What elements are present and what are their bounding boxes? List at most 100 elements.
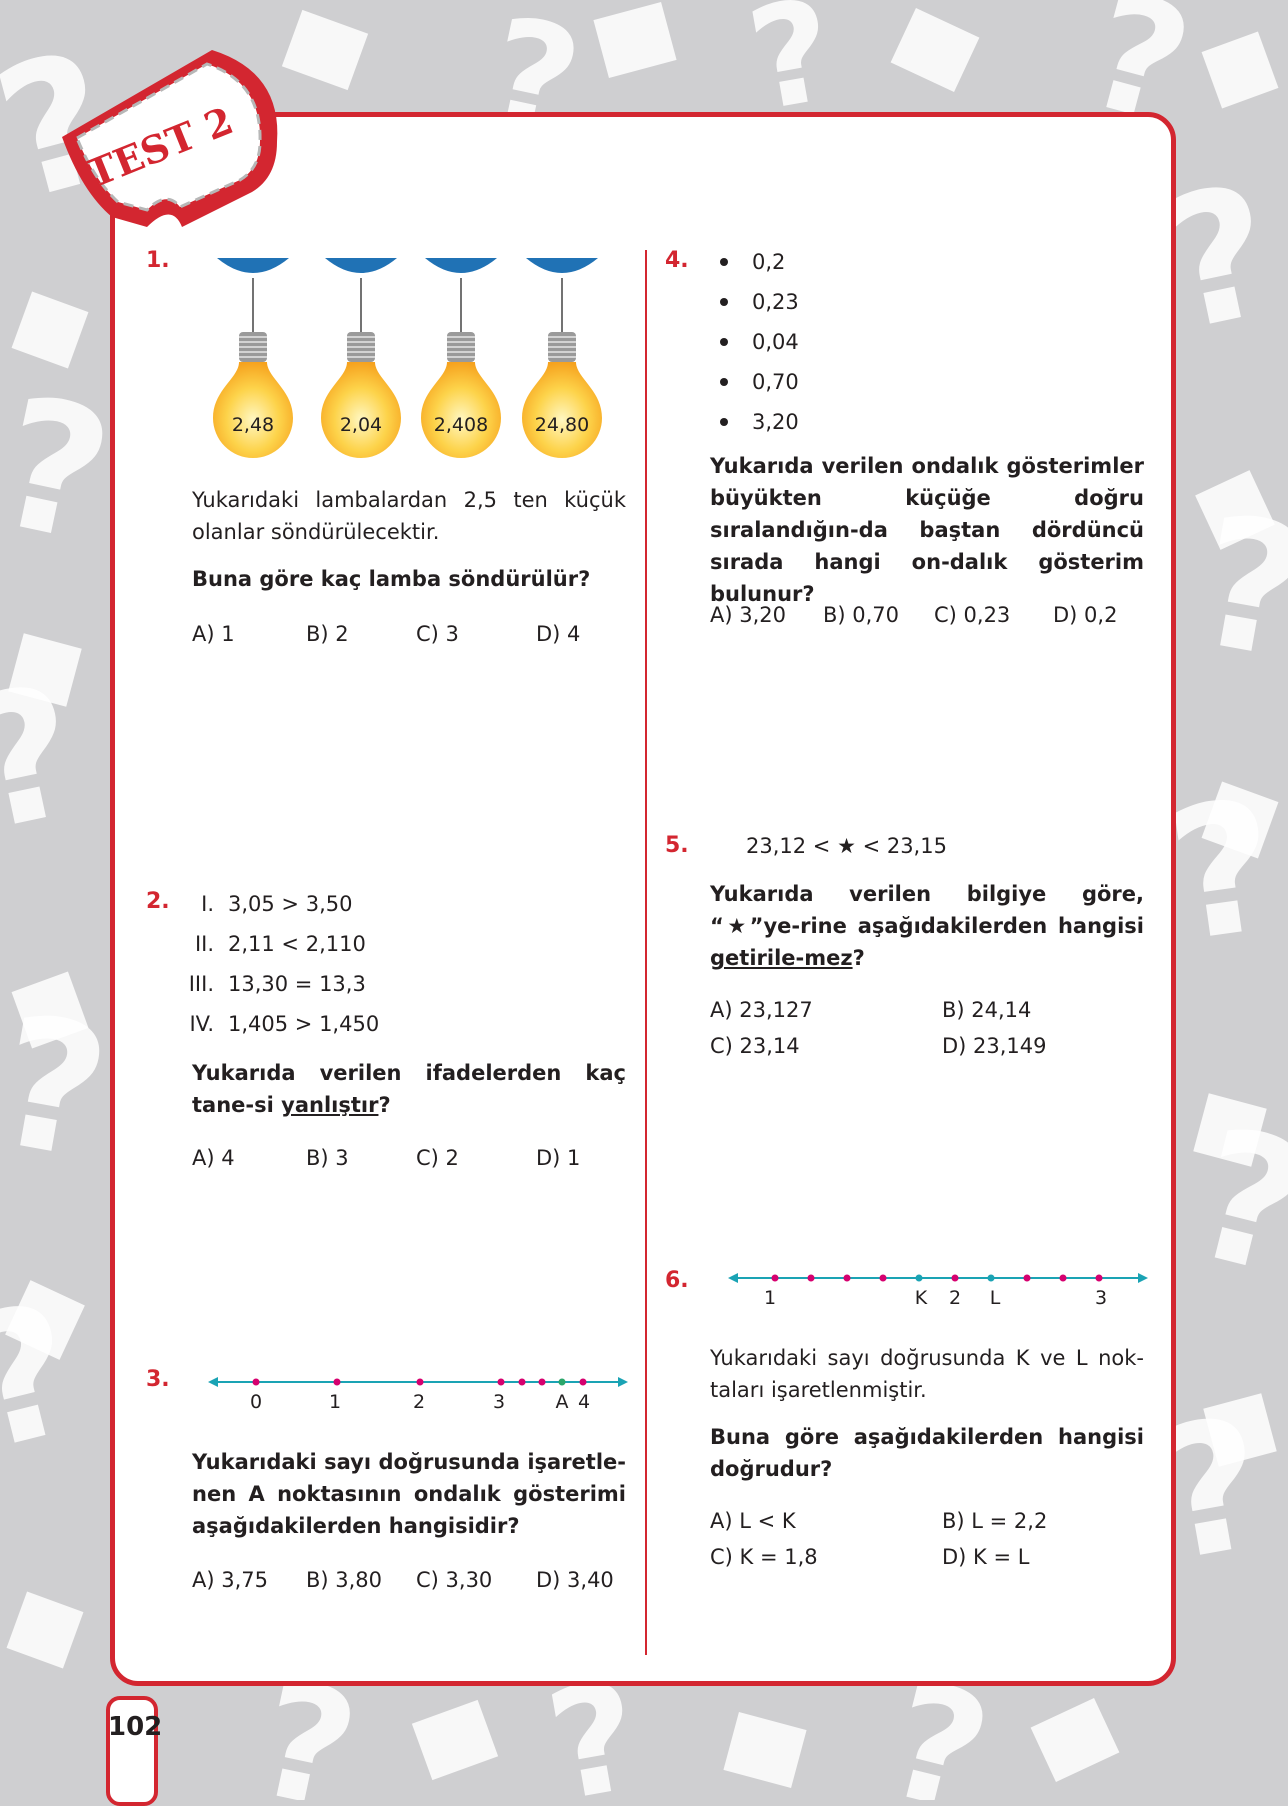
q6-text: Yukarıdaki sayı doğrusunda K ve L nok-ta… [710, 1346, 1144, 1402]
line-label: 1 [764, 1287, 776, 1309]
svg-text:?: ? [0, 358, 127, 584]
list-item-text: 0,70 [752, 370, 799, 394]
q5-number: 5. [665, 833, 689, 858]
line-label: 0 [250, 1391, 262, 1413]
bulb-glass [321, 362, 401, 458]
tick-point [1059, 1274, 1067, 1282]
roman-numeral: III. [188, 972, 214, 996]
option-a[interactable]: A) 3,75 [192, 1568, 268, 1592]
bullet-icon [720, 378, 728, 386]
option-d[interactable]: D) K = L [942, 1545, 1030, 1569]
q1-bulbs-figure: 2,48 2,04 2,408 24,80 [213, 258, 602, 458]
option-a[interactable]: A) 1 [192, 622, 235, 646]
q3-number-line: 0 1 2 3 A 4 [208, 1377, 628, 1413]
line-label: A [556, 1391, 569, 1413]
q3-question: Yukarıdaki sayı doğrusunda işaretle-nen … [192, 1450, 626, 1538]
bulb-label: 24,80 [535, 414, 589, 436]
option-a[interactable]: A) 23,127 [710, 998, 813, 1022]
point-k [915, 1274, 923, 1282]
tick-point [579, 1378, 587, 1386]
tick-point [1095, 1274, 1103, 1282]
roman-numeral: I. [201, 892, 214, 916]
option-d[interactable]: D) 0,2 [1053, 603, 1118, 627]
statement-row: IV. 1,405 > 1,450 [172, 1004, 379, 1044]
q1-options: A) 1 B) 2 C) 3 D) 4 [192, 622, 580, 646]
option-b[interactable]: B) 2 [306, 622, 349, 646]
statement-row: I. 3,05 > 3,50 [172, 884, 379, 924]
q2-question: Yukarıda verilen ifadelerden kaç tane-si… [192, 1057, 626, 1121]
tick-point [807, 1274, 815, 1282]
option-c[interactable]: C) K = 1,8 [710, 1545, 818, 1569]
option-c[interactable]: C) 23,14 [710, 1034, 800, 1058]
lightbulb-icon [522, 258, 602, 458]
tick-point [518, 1378, 526, 1386]
line-label: L [990, 1287, 1001, 1309]
tick-point [879, 1274, 887, 1282]
roman-numeral: II. [194, 932, 214, 956]
line-label: 4 [578, 1391, 590, 1413]
lamp-shade [526, 258, 598, 273]
content-card [110, 112, 1176, 1686]
test-badge: TEST 2 [62, 50, 278, 227]
q5-question: Yukarıda verilen bilgiye göre, “★”ye-rin… [710, 878, 1144, 974]
page-number: 102 [108, 1712, 163, 1742]
option-d[interactable]: D) 4 [536, 622, 581, 646]
lightbulb-icon [421, 258, 501, 458]
list-item: 3,20 [712, 402, 799, 442]
q4-number: 4. [665, 248, 689, 273]
lamp-shade [217, 258, 289, 273]
tick-point [252, 1378, 260, 1386]
option-a[interactable]: A) L < K [710, 1509, 796, 1533]
q1-number: 1. [146, 248, 170, 273]
option-b[interactable]: B) 3 [306, 1146, 349, 1170]
option-b[interactable]: B) 0,70 [823, 603, 900, 627]
option-a[interactable]: A) 3,20 [710, 603, 786, 627]
list-item: 0,70 [712, 362, 799, 402]
q4-list: 0,2 0,23 0,04 0,70 3,20 [712, 242, 799, 442]
q2-number: 2. [146, 889, 170, 914]
point-a [558, 1378, 566, 1386]
list-item-text: 0,2 [752, 250, 786, 274]
bulb-label: 2,04 [340, 414, 382, 436]
option-d[interactable]: D) 3,40 [536, 1568, 614, 1592]
bulb-glass [213, 362, 293, 458]
line-label: 3 [493, 1391, 505, 1413]
statement-row: II. 2,11 < 2,110 [172, 924, 379, 964]
option-c[interactable]: C) 3,30 [416, 1568, 493, 1592]
q6-options: A) L < K B) L = 2,2 C) K = 1,8 D) K = L [710, 1509, 1142, 1569]
q4-options: A) 3,20 B) 0,70 C) 0,23 D) 0,2 [710, 603, 1117, 627]
lamp-shade [425, 258, 497, 273]
q2-question-text: Yukarıda verilen ifadelerden kaç tane-si [192, 1061, 626, 1117]
q5-inequality: 23,12 < ★ < 23,15 [746, 834, 947, 858]
line-label: 2 [949, 1287, 961, 1309]
option-c[interactable]: C) 2 [416, 1146, 459, 1170]
list-item-text: 0,23 [752, 290, 799, 314]
list-item-text: 3,20 [752, 410, 799, 434]
q2-options: A) 4 B) 3 C) 2 D) 1 [192, 1146, 580, 1170]
q6-number: 6. [665, 1268, 689, 1293]
page-number-box [106, 1696, 158, 1806]
statement-row: III. 13,30 = 13,3 [172, 964, 379, 1004]
column-divider [645, 250, 647, 1655]
list-item: 0,04 [712, 322, 799, 362]
line-label: 3 [1095, 1287, 1107, 1309]
option-a[interactable]: A) 4 [192, 1146, 235, 1170]
tick-point [333, 1378, 341, 1386]
option-d[interactable]: D) 23,149 [942, 1034, 1047, 1058]
tick-point [771, 1274, 779, 1282]
tick-point [843, 1274, 851, 1282]
option-c[interactable]: C) 0,23 [934, 603, 1011, 627]
tick-point [951, 1274, 959, 1282]
bullet-icon [720, 338, 728, 346]
tick-point [538, 1378, 546, 1386]
lamp-shade [325, 258, 397, 273]
option-d[interactable]: D) 1 [536, 1146, 581, 1170]
q6-question: Buna göre aşağıdakilerden hangisi doğrud… [710, 1425, 1144, 1481]
option-c[interactable]: C) 3 [416, 622, 459, 646]
q6-number-line: 1 K 2 L 3 [728, 1273, 1148, 1309]
option-b[interactable]: B) L = 2,2 [942, 1509, 1048, 1533]
tick-point [1023, 1274, 1031, 1282]
option-b[interactable]: B) 24,14 [942, 998, 1032, 1022]
option-b[interactable]: B) 3,80 [306, 1568, 383, 1592]
statement-text: 13,30 = 13,3 [228, 972, 366, 996]
